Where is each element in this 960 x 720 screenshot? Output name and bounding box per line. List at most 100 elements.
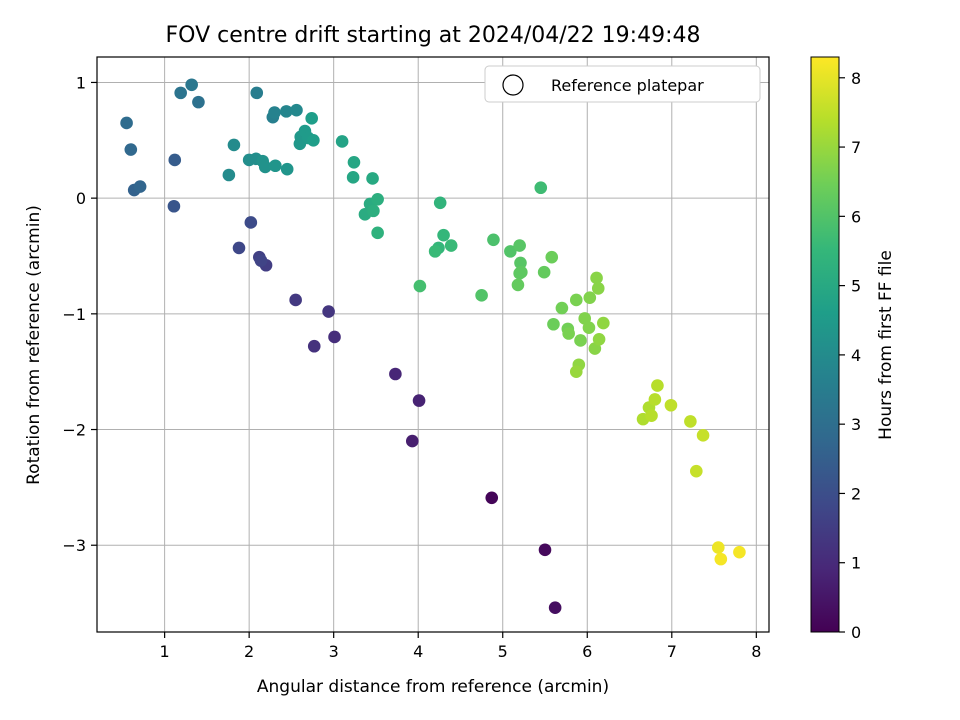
- data-point: [590, 271, 603, 285]
- data-point: [696, 429, 710, 442]
- data-point: [545, 250, 559, 264]
- data-point: [648, 393, 662, 406]
- legend-entry-label: Reference platepar: [551, 76, 704, 95]
- data-point: [515, 265, 528, 279]
- data-point: [244, 216, 258, 229]
- data-point: [192, 95, 205, 109]
- data-point: [513, 239, 526, 252]
- x-tick-label: 2: [244, 642, 254, 661]
- data-point: [433, 196, 447, 210]
- legend-box: [484, 65, 761, 103]
- y-tick-label: −3: [62, 536, 86, 555]
- data-point: [582, 321, 596, 335]
- y-tick-label: 0: [76, 189, 86, 208]
- data-point: [591, 282, 605, 295]
- grid-lines: [97, 57, 769, 632]
- data-point: [250, 86, 264, 100]
- data-point: [562, 327, 575, 340]
- data-point: [222, 168, 236, 182]
- data-point: [428, 245, 442, 258]
- data-point: [328, 330, 341, 344]
- data-point: [280, 162, 294, 176]
- y-tick-label: −2: [62, 421, 86, 440]
- data-point: [569, 365, 583, 378]
- data-point: [534, 181, 548, 195]
- data-point: [711, 541, 725, 554]
- colorbar-gradient-bar: [810, 56, 840, 633]
- colorbar-tick-label: 4: [851, 346, 861, 365]
- data-point: [511, 278, 525, 292]
- data-point: [504, 245, 517, 258]
- data-point: [347, 155, 361, 169]
- data-point: [548, 601, 562, 615]
- colorbar-tick-label: 6: [851, 207, 861, 226]
- data-point: [569, 293, 583, 307]
- x-tick-label: 6: [582, 642, 592, 661]
- data-point: [124, 143, 138, 156]
- data-point: [413, 279, 427, 293]
- data-point: [307, 339, 321, 353]
- data-point: [258, 160, 272, 174]
- data-point: [322, 305, 335, 318]
- data-point: [366, 172, 379, 185]
- data-point: [371, 193, 384, 206]
- data-point: [227, 138, 241, 152]
- y-axis-ticks: 1 0 −1 −2 −3: [62, 73, 97, 555]
- data-point: [367, 204, 380, 218]
- data-point: [538, 543, 552, 557]
- data-point: [389, 367, 402, 381]
- data-point: [514, 256, 527, 270]
- data-point: [280, 105, 293, 118]
- colorbar-tick-label: 0: [851, 623, 861, 642]
- data-point: [537, 265, 551, 279]
- plot-frame: [96, 56, 770, 633]
- data-point: [168, 153, 182, 167]
- data-point: [174, 86, 187, 100]
- data-point: [254, 254, 268, 267]
- x-tick-label: 3: [329, 642, 339, 661]
- data-point: [120, 116, 133, 130]
- data-point: [733, 545, 746, 559]
- data-point: [714, 552, 728, 566]
- x-tick-label: 1: [160, 642, 170, 661]
- data-point: [371, 226, 384, 240]
- data-point: [555, 301, 569, 315]
- data-point: [485, 491, 499, 505]
- legend: Reference platepar: [484, 65, 761, 103]
- data-point: [664, 398, 678, 412]
- data-point: [232, 241, 246, 255]
- y-axis-label: Rotation from reference (arcmin): [24, 205, 44, 485]
- data-point: [690, 464, 703, 478]
- data-point: [475, 289, 488, 302]
- data-point: [133, 180, 147, 193]
- data-point: [597, 316, 610, 330]
- data-point: [574, 334, 587, 347]
- data-point: [547, 317, 560, 331]
- data-point: [684, 415, 697, 428]
- data-point: [335, 135, 349, 148]
- data-point: [346, 171, 360, 184]
- colorbar: 0 1 2 3 4 5 6 7 8 Hours from first FF file: [810, 56, 896, 642]
- colorbar-tick-label: 1: [851, 554, 861, 573]
- data-point: [437, 228, 450, 242]
- y-tick-label: 1: [76, 73, 86, 92]
- x-tick-label: 5: [498, 642, 508, 661]
- data-point: [583, 291, 597, 304]
- data-point: [645, 409, 658, 422]
- colorbar-tick-label: 3: [851, 415, 861, 434]
- x-axis-ticks: 1 2 3 4 5 6 7 8: [160, 632, 761, 661]
- x-axis-label: Angular distance from reference (arcmin): [257, 677, 609, 697]
- colorbar-label: Hours from first FF file: [876, 250, 896, 440]
- data-point: [307, 133, 320, 147]
- data-point: [185, 78, 198, 92]
- data-point: [444, 239, 458, 252]
- colorbar-tick-label: 2: [851, 484, 861, 503]
- data-point: [592, 332, 606, 346]
- data-points: [120, 78, 746, 615]
- data-point: [269, 159, 282, 173]
- x-tick-label: 4: [413, 642, 423, 661]
- chart-title: FOV centre drift starting at 2024/04/22 …: [166, 23, 701, 48]
- x-tick-label: 8: [751, 642, 761, 661]
- y-tick-label: −1: [62, 305, 86, 324]
